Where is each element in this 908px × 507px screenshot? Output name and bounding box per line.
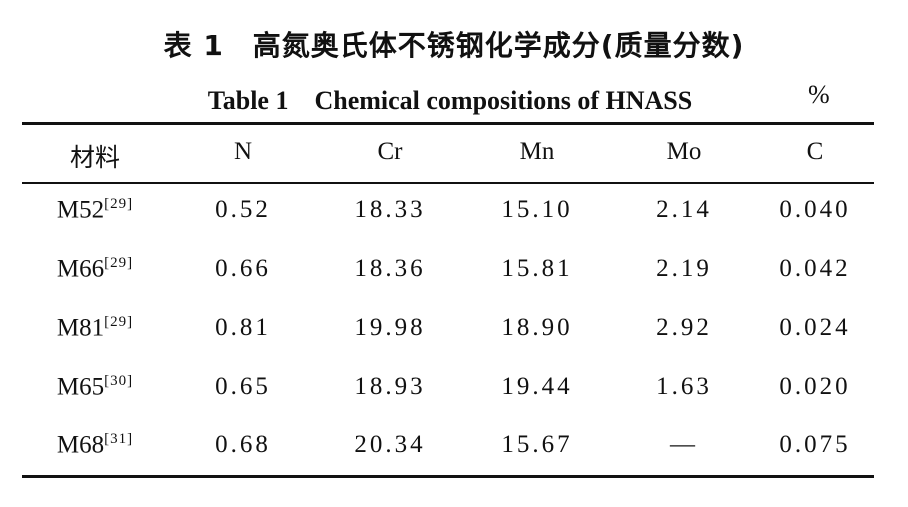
value-cell: 18.90: [501, 314, 573, 341]
material-name: M52: [56, 196, 105, 224]
value-cell: 15.67: [501, 431, 573, 458]
value-cell: 0.040: [779, 196, 851, 223]
material-name: M68: [56, 431, 105, 459]
material-cell: M52[29]: [25, 196, 165, 224]
value-cell: 0.66: [215, 255, 271, 282]
value-cell: 0.65: [215, 373, 271, 400]
reference: [29]: [104, 314, 134, 330]
unit: %: [808, 80, 830, 109]
material-name: M65: [56, 373, 105, 401]
top-rule: [22, 122, 874, 125]
reference: [29]: [104, 196, 134, 212]
material-cell: M68[31]: [25, 431, 165, 459]
header-cell: N: [233, 138, 253, 165]
value-cell: 19.44: [501, 373, 573, 400]
value-cell: 0.81: [215, 314, 271, 341]
header-cell: Mo: [666, 138, 702, 165]
title-en: Table 1 Chemical compositions of HNASS: [207, 86, 693, 115]
value-cell: 20.34: [354, 431, 426, 458]
value-cell: 2.92: [656, 314, 712, 341]
value-cell: 0.024: [779, 314, 851, 341]
value-cell: —: [670, 431, 698, 458]
header-cell: Mn: [519, 138, 555, 165]
value-cell: 18.93: [354, 373, 426, 400]
header-rule: [22, 182, 874, 184]
title-cn: 表 1 高氮奥氏体不锈钢化学成分(质量分数): [163, 29, 745, 62]
value-cell: 18.33: [354, 196, 426, 223]
reference: [29]: [104, 255, 134, 271]
value-cell: 2.14: [656, 196, 712, 223]
value-cell: 15.10: [501, 196, 573, 223]
value-cell: 15.81: [501, 255, 573, 282]
value-cell: 2.19: [656, 255, 712, 282]
header-cell: C: [806, 138, 824, 165]
material-name: M81: [56, 314, 105, 342]
value-cell: 0.075: [779, 431, 851, 458]
material-cell: M65[30]: [25, 373, 165, 401]
reference: [30]: [104, 373, 134, 389]
material-cell: M81[29]: [25, 314, 165, 342]
header-cell: 材料: [69, 145, 120, 172]
reference: [31]: [104, 431, 134, 447]
header-cell: Cr: [377, 138, 403, 165]
value-cell: 0.52: [215, 196, 271, 223]
value-cell: 19.98: [354, 314, 426, 341]
value-cell: 18.36: [354, 255, 426, 282]
material-cell: M66[29]: [25, 255, 165, 283]
bottom-rule: [22, 475, 874, 478]
value-cell: 0.042: [779, 255, 851, 282]
value-cell: 0.020: [779, 373, 851, 400]
value-cell: 1.63: [656, 373, 712, 400]
value-cell: 0.68: [215, 431, 271, 458]
material-name: M66: [56, 255, 105, 283]
